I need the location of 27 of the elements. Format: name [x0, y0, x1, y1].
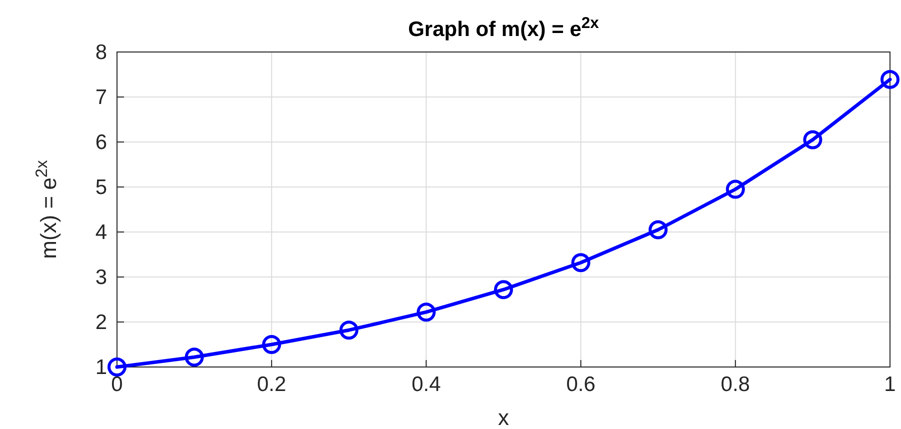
point — [880, 70, 900, 89]
point — [262, 335, 282, 354]
chart-title: Graph of m(x) = e$^{2x}$ — [408, 14, 600, 41]
x-tick-label: 1 — [884, 373, 896, 396]
point — [416, 302, 436, 322]
x-tick-label: 0.8 — [720, 373, 750, 396]
point — [648, 220, 668, 240]
y-tick-label: 3 — [95, 266, 107, 289]
point — [108, 358, 126, 376]
point — [571, 253, 590, 272]
point — [339, 320, 358, 340]
y-tick-label: 2 — [95, 311, 107, 334]
point — [494, 280, 513, 300]
y-tick-label: 7 — [95, 86, 107, 109]
y-tick-label: 6 — [95, 131, 107, 154]
x-tick-label: 0.4 — [412, 373, 442, 396]
y-tick-label: 4 — [95, 221, 108, 244]
point — [803, 130, 822, 150]
x-tick-label: 0 — [111, 373, 123, 396]
x-axis-title: x — [498, 405, 509, 429]
point — [184, 348, 204, 367]
y-tick-label: 1 — [95, 356, 107, 379]
y-tick-label: 8 — [95, 41, 107, 64]
x-tick-label: 0.2 — [257, 373, 286, 396]
point — [726, 180, 745, 199]
y-tick-label: 5 — [95, 176, 107, 199]
x-tick-label: 0.6 — [566, 373, 596, 396]
